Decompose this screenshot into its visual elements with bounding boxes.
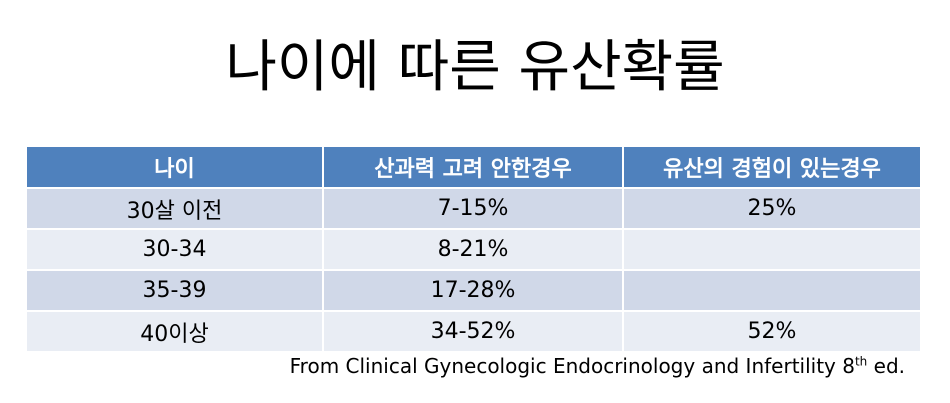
- table-row: 35-39 17-28%: [25, 269, 922, 312]
- table-row: 40이상 34-52% 52%: [25, 310, 922, 353]
- slide-title: 나이에 따른 유산확률: [225, 35, 725, 100]
- column-header: 나이: [25, 145, 324, 189]
- table-cell: 17-28%: [322, 269, 624, 312]
- table-cell: 25%: [622, 187, 922, 230]
- table-cell: 7-15%: [322, 187, 624, 230]
- source-note: From Clinical Gynecologic Endocrinology …: [290, 354, 905, 378]
- data-table: 나이 산과력 고려 안한경우 유산의 경험이 있는경우 30살 이전 7-15% 25%…: [25, 145, 922, 353]
- table-cell: 8-21%: [322, 228, 624, 271]
- table-cell: 35-39: [25, 269, 324, 312]
- source-end: ed.: [873, 354, 905, 378]
- table-cell: 52%: [622, 310, 922, 353]
- table-cell: [622, 228, 922, 271]
- table-row: 30-34 8-21%: [25, 228, 922, 271]
- source-text: From Clinical Gynecologic Endocrinology …: [289, 354, 855, 378]
- table-cell: 30살 이전: [25, 187, 324, 230]
- column-header: 유산의 경험이 있는경우: [622, 145, 922, 189]
- table-body: 30살 이전 7-15% 25% 30-34 8-21% 35-39 17-28% 40이상 3…: [25, 187, 922, 353]
- table-row: 30살 이전 7-15% 25%: [25, 187, 922, 230]
- table-cell: 40이상: [25, 310, 324, 353]
- column-header: 산과력 고려 안한경우: [322, 145, 624, 189]
- table-cell: 30-34: [25, 228, 324, 271]
- header-row: 나이 산과력 고려 안한경우 유산의 경험이 있는경우: [25, 145, 922, 189]
- table-cell: [622, 269, 922, 312]
- source-superscript: th: [854, 354, 868, 369]
- table-cell: 34-52%: [322, 310, 624, 353]
